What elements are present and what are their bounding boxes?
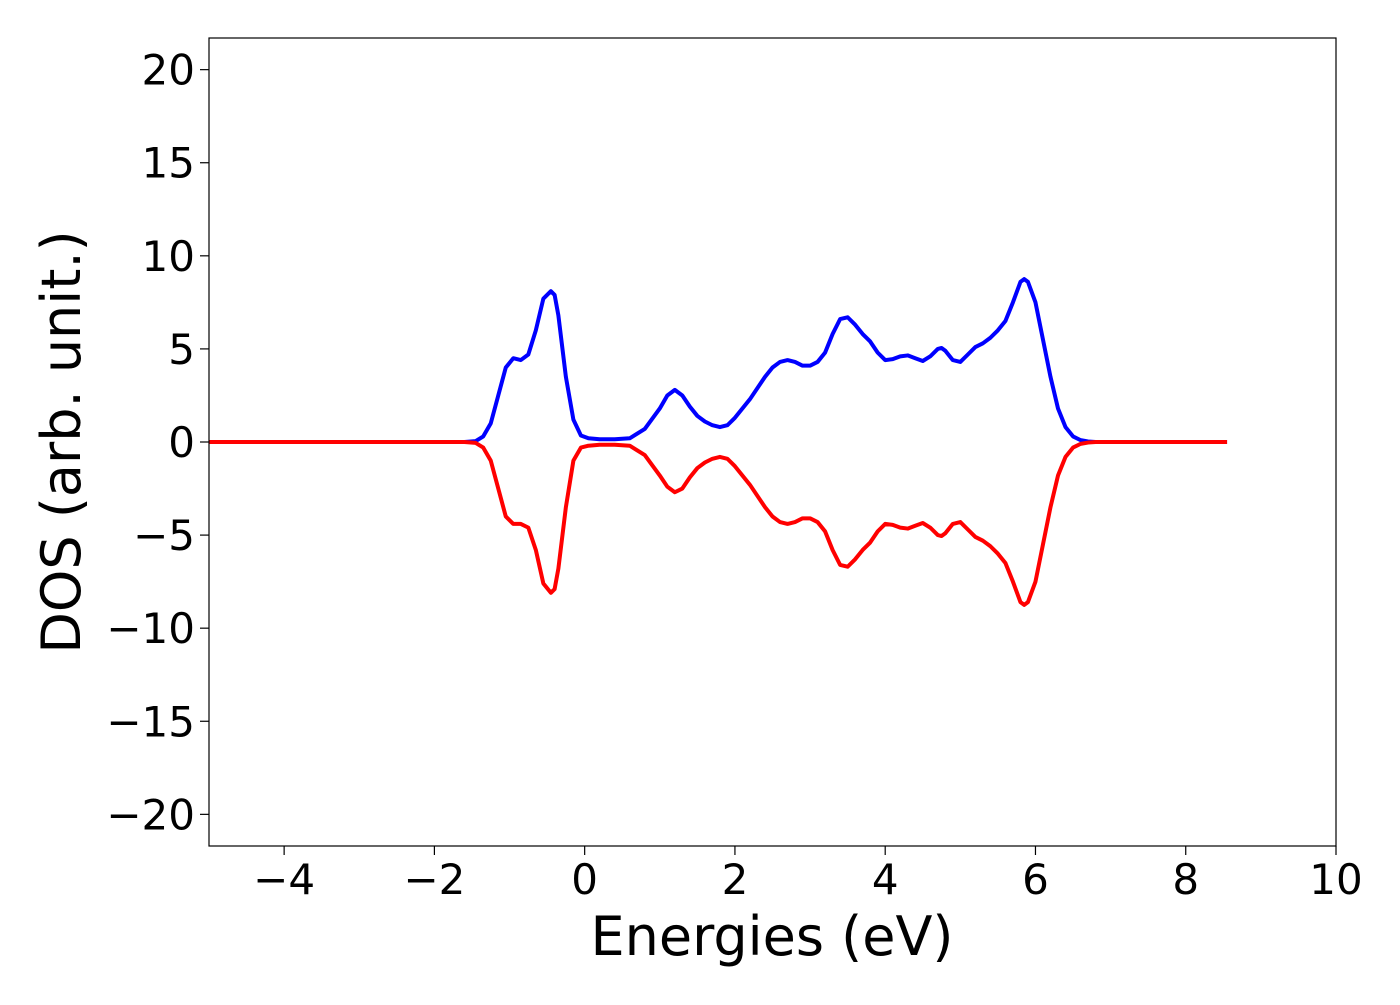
y-axis-title: DOS (arb. unit.) bbox=[30, 230, 93, 653]
series-lines bbox=[209, 277, 1228, 607]
x-axis-ticks: −4 −2 0 2 4 6 8 10 bbox=[253, 846, 1363, 904]
x-axis-title: Energies (eV) bbox=[591, 905, 954, 968]
y-tick-label: −5 bbox=[133, 511, 195, 560]
x-tick-label: 10 bbox=[1309, 855, 1362, 904]
series-line-1 bbox=[209, 440, 1228, 607]
y-tick-label: 20 bbox=[142, 46, 195, 95]
y-tick-label: 10 bbox=[142, 232, 195, 281]
x-tick-label: 6 bbox=[1022, 855, 1049, 904]
y-tick-label: 5 bbox=[168, 325, 195, 374]
x-tick-label: −2 bbox=[403, 855, 465, 904]
x-tick-label: 0 bbox=[571, 855, 598, 904]
x-tick-label: 2 bbox=[722, 855, 749, 904]
y-tick-label: 15 bbox=[142, 139, 195, 188]
y-tick-label: −15 bbox=[106, 697, 195, 746]
y-tick-label: −20 bbox=[106, 790, 195, 839]
x-tick-label: 8 bbox=[1172, 855, 1199, 904]
y-tick-label: −10 bbox=[106, 604, 195, 653]
y-axis-ticks: 20 15 10 5 0 −5 −10 −15 −20 bbox=[106, 46, 209, 839]
series-line-0 bbox=[209, 277, 1228, 444]
x-tick-label: −4 bbox=[253, 855, 315, 904]
y-tick-label: 0 bbox=[168, 418, 195, 467]
x-tick-label: 4 bbox=[872, 855, 899, 904]
plot-area-frame bbox=[208, 37, 1337, 847]
